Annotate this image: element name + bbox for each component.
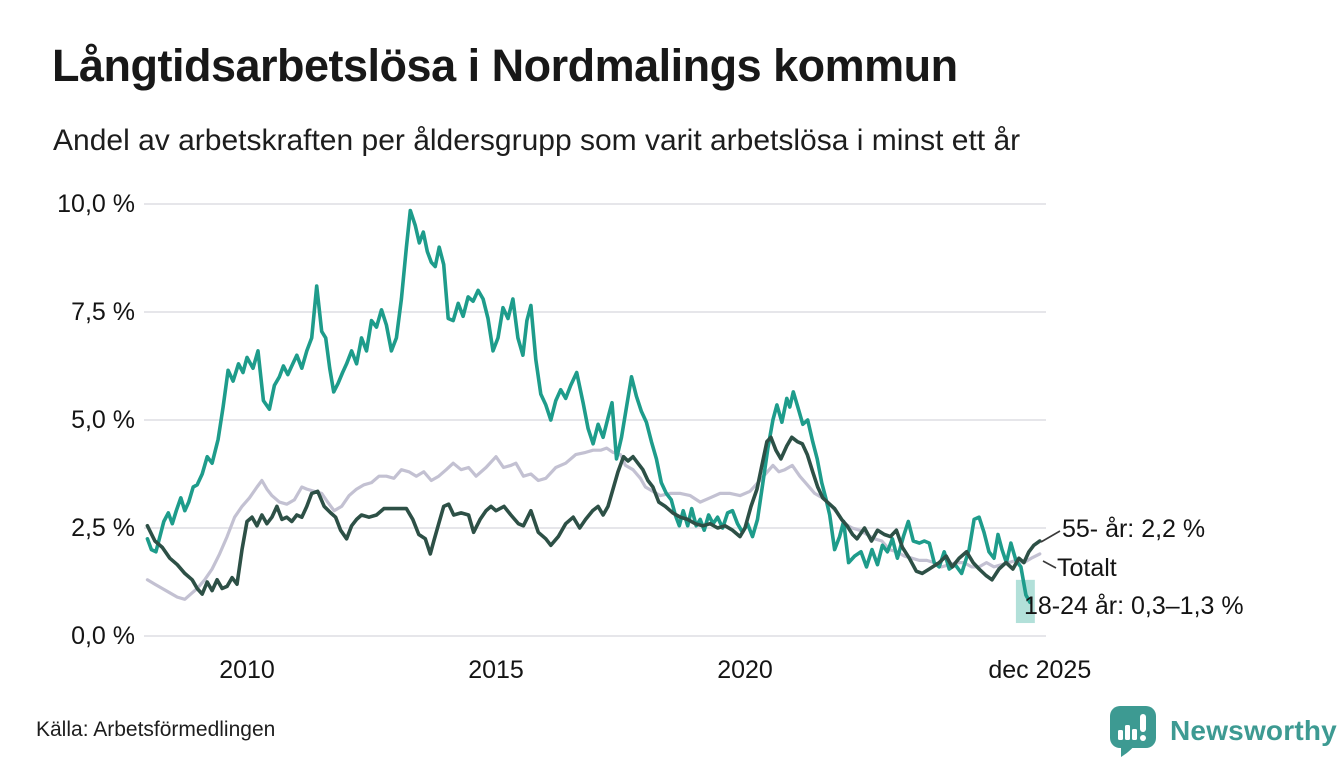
y-axis-tick-label: 10,0 % xyxy=(57,190,135,218)
brand-name: Newsworthy xyxy=(1170,715,1337,746)
series-end-label: 55- år: 2,2 % xyxy=(1062,515,1206,543)
source-attribution: Källa: Arbetsförmedlingen xyxy=(36,718,276,741)
newsworthy-logo: Newsworthy xyxy=(1108,704,1337,758)
label-connector xyxy=(1042,560,1057,569)
x-axis-tick-label: 2020 xyxy=(717,656,773,684)
series-line-totalt xyxy=(145,446,1042,601)
x-axis-tick-label: dec 2025 xyxy=(988,656,1092,684)
x-axis-tick-label: 2010 xyxy=(219,656,275,684)
y-axis-tick-label: 2,5 % xyxy=(71,514,135,542)
label-connector xyxy=(1040,530,1061,543)
series-end-label: Totalt xyxy=(1057,554,1117,582)
uncertainty-band xyxy=(1015,579,1035,624)
series-line-18-24-r xyxy=(145,208,1032,605)
chart-subtitle: Andel av arbetskraften per åldersgrupp s… xyxy=(53,124,1021,157)
x-axis-tick-label: 2015 xyxy=(468,656,524,684)
page-title: Långtidsarbetslösa i Nordmalings kommun xyxy=(52,40,958,91)
series-line-55-r xyxy=(145,435,1042,596)
y-axis-tick-label: 0,0 % xyxy=(71,622,135,650)
y-axis-tick-label: 5,0 % xyxy=(71,406,135,434)
y-axis-tick-label: 7,5 % xyxy=(71,298,135,326)
newsworthy-bubble-chart-icon xyxy=(1110,706,1156,757)
series-end-label: 18-24 år: 0,3–1,3 % xyxy=(1024,592,1244,620)
